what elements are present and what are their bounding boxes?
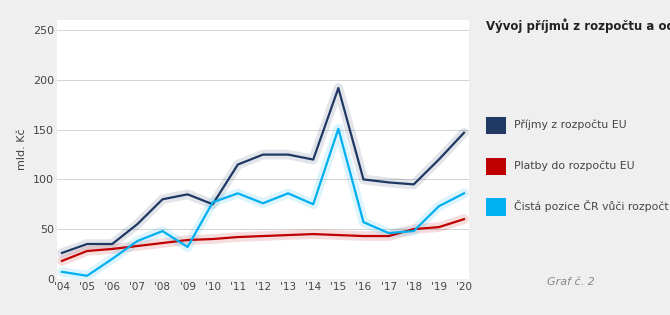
Bar	[486, 198, 506, 216]
Text: Příjmy z rozpočtu EU: Příjmy z rozpočtu EU	[514, 119, 626, 130]
Text: Čistá pozice ČR vůči rozpočt: Čistá pozice ČR vůči rozpočt	[514, 200, 669, 212]
Bar	[486, 117, 506, 134]
Text: Vývoj příjmů z rozpočtu a odv: Vývoj příjmů z rozpočtu a odv	[486, 19, 670, 33]
Text: Platby do rozpočtu EU: Platby do rozpočtu EU	[514, 160, 634, 171]
Text: Graf č. 2: Graf č. 2	[547, 277, 595, 287]
Bar	[486, 158, 506, 175]
Y-axis label: mld. Kč: mld. Kč	[17, 129, 27, 170]
